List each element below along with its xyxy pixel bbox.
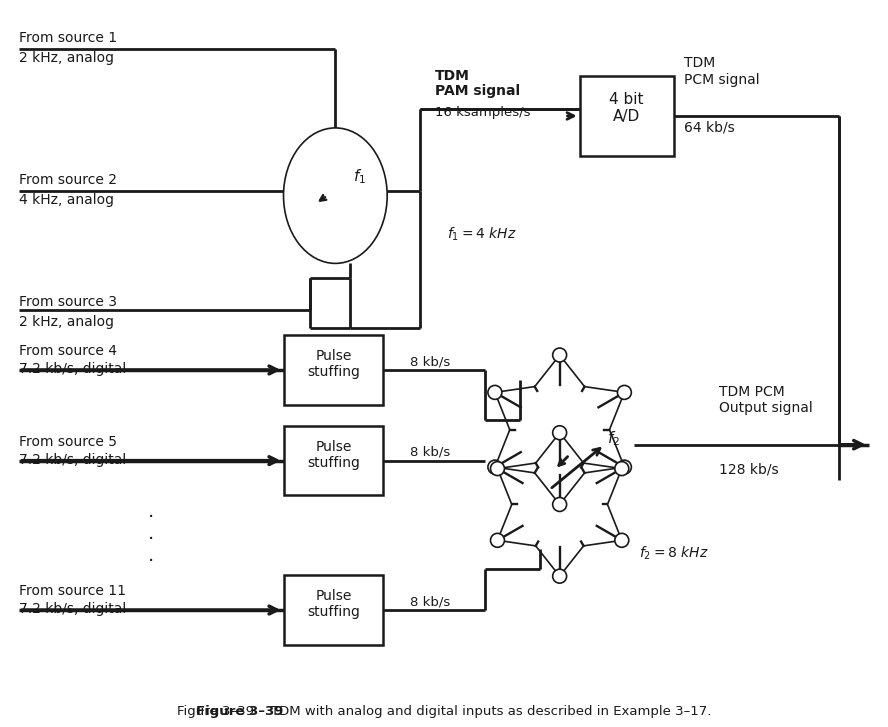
Text: $f_1 = 4$ kHz: $f_1 = 4$ kHz bbox=[447, 225, 517, 243]
Text: 16 ksamples/s: 16 ksamples/s bbox=[435, 106, 530, 119]
Text: 2 kHz, analog: 2 kHz, analog bbox=[20, 316, 115, 329]
Text: $f_1$: $f_1$ bbox=[353, 168, 367, 186]
Text: TDM PCM
Output signal: TDM PCM Output signal bbox=[719, 385, 813, 415]
Bar bbox=[580, 76, 674, 156]
Text: 8 kb/s: 8 kb/s bbox=[410, 446, 450, 459]
Text: Figure 3–39    TDM with analog and digital inputs as described in Example 3–17.: Figure 3–39 TDM with analog and digital … bbox=[177, 704, 711, 718]
Text: 64 kb/s: 64 kb/s bbox=[685, 121, 735, 135]
Text: TDM: TDM bbox=[435, 69, 470, 83]
Text: 7.2 kb/s, digital: 7.2 kb/s, digital bbox=[20, 362, 127, 376]
Circle shape bbox=[552, 348, 567, 362]
Text: 2 kHz, analog: 2 kHz, analog bbox=[20, 51, 115, 65]
Bar bbox=[283, 575, 384, 645]
Text: From source 2: From source 2 bbox=[20, 173, 117, 187]
Circle shape bbox=[617, 385, 631, 399]
Text: From source 4: From source 4 bbox=[20, 344, 117, 358]
Circle shape bbox=[614, 534, 629, 547]
Text: 7.2 kb/s, digital: 7.2 kb/s, digital bbox=[20, 453, 127, 467]
Text: 4 kHz, analog: 4 kHz, analog bbox=[20, 193, 115, 206]
Circle shape bbox=[552, 497, 567, 511]
Text: Pulse
stuffing: Pulse stuffing bbox=[307, 440, 360, 470]
Circle shape bbox=[488, 460, 502, 474]
Text: 7.2 kb/s, digital: 7.2 kb/s, digital bbox=[20, 602, 127, 616]
Circle shape bbox=[490, 534, 504, 547]
Text: 8 kb/s: 8 kb/s bbox=[410, 595, 450, 608]
Bar bbox=[283, 426, 384, 496]
Circle shape bbox=[490, 462, 504, 475]
Text: From source 5: From source 5 bbox=[20, 435, 117, 449]
Text: Figure 3–39: Figure 3–39 bbox=[195, 704, 283, 718]
Text: $f_2 = 8$ kHz: $f_2 = 8$ kHz bbox=[639, 545, 710, 562]
Text: ·
·
·: · · · bbox=[147, 508, 154, 571]
Text: From source 11: From source 11 bbox=[20, 585, 126, 598]
Ellipse shape bbox=[283, 128, 387, 263]
Text: From source 1: From source 1 bbox=[20, 31, 117, 45]
Circle shape bbox=[614, 462, 629, 475]
Bar bbox=[283, 335, 384, 405]
Text: 4 bit
A/D: 4 bit A/D bbox=[609, 92, 644, 124]
Circle shape bbox=[488, 385, 502, 399]
Circle shape bbox=[552, 426, 567, 440]
Text: 8 kb/s: 8 kb/s bbox=[410, 355, 450, 368]
Text: From source 3: From source 3 bbox=[20, 295, 117, 309]
Text: Pulse
stuffing: Pulse stuffing bbox=[307, 349, 360, 379]
Text: PAM signal: PAM signal bbox=[435, 84, 520, 98]
Text: PCM signal: PCM signal bbox=[685, 73, 760, 87]
Text: Pulse
stuffing: Pulse stuffing bbox=[307, 589, 360, 619]
Text: TDM: TDM bbox=[685, 56, 716, 71]
Circle shape bbox=[552, 569, 567, 583]
Text: 128 kb/s: 128 kb/s bbox=[719, 462, 779, 477]
Text: $f_2$: $f_2$ bbox=[607, 430, 621, 449]
Circle shape bbox=[617, 460, 631, 474]
